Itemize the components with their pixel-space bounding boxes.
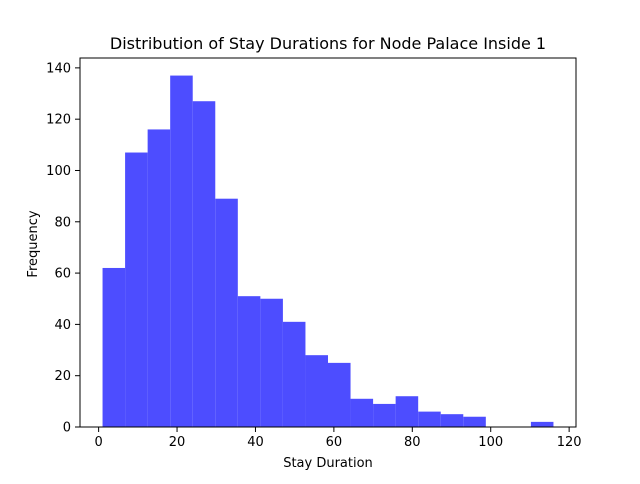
histogram-bar-14: [395, 396, 419, 427]
x-axis-label: Stay Duration: [283, 456, 373, 471]
y-tick-label: 40: [54, 318, 71, 333]
histogram-bar-5: [192, 101, 216, 428]
x-tick-label: 0: [94, 435, 102, 450]
x-tick-label: 40: [247, 435, 264, 450]
y-tick-label: 0: [63, 421, 71, 436]
histogram-bar-2: [125, 152, 148, 427]
histogram-bar-11: [328, 362, 351, 427]
histogram-bar-13: [373, 403, 396, 427]
histogram-bar-10: [305, 355, 328, 427]
histogram-bars: [102, 75, 554, 428]
x-tick-label: 20: [169, 435, 186, 450]
y-tick-label: 60: [54, 267, 71, 282]
histogram-bar-12: [350, 398, 374, 427]
histogram-bar-3: [147, 129, 171, 427]
histogram-bar-17: [463, 416, 486, 427]
histogram-bar-20: [530, 421, 554, 427]
plot-frame: [79, 57, 577, 428]
y-axis-label: Frequency: [26, 210, 41, 277]
x-tick-label: 80: [404, 435, 421, 450]
x-tick-label: 120: [557, 435, 582, 450]
histogram-bar-1: [102, 267, 126, 427]
histogram-bar-7: [237, 296, 261, 427]
x-tick-label: 60: [326, 435, 343, 450]
histogram-bar-6: [215, 198, 238, 427]
y-tick-label: 20: [54, 369, 71, 384]
y-tick-label: 100: [46, 164, 71, 179]
histogram-bar-15: [418, 411, 441, 427]
y-tick-label: 140: [46, 61, 71, 76]
histogram-bar-4: [170, 75, 193, 428]
y-axis-ticks: 0 20 40 60 80 100 120 140: [46, 61, 80, 436]
y-tick-label: 120: [46, 113, 71, 128]
y-tick-label: 80: [54, 215, 71, 230]
x-tick-label: 100: [478, 435, 503, 450]
chart-title: Distribution of Stay Durations for Node …: [110, 34, 546, 53]
histogram-bar-9: [282, 321, 306, 427]
x-axis-ticks: 0 20 40 60 80 100 120: [94, 427, 582, 450]
histogram-bar-8: [260, 298, 283, 427]
histogram-bar-16: [440, 414, 464, 427]
